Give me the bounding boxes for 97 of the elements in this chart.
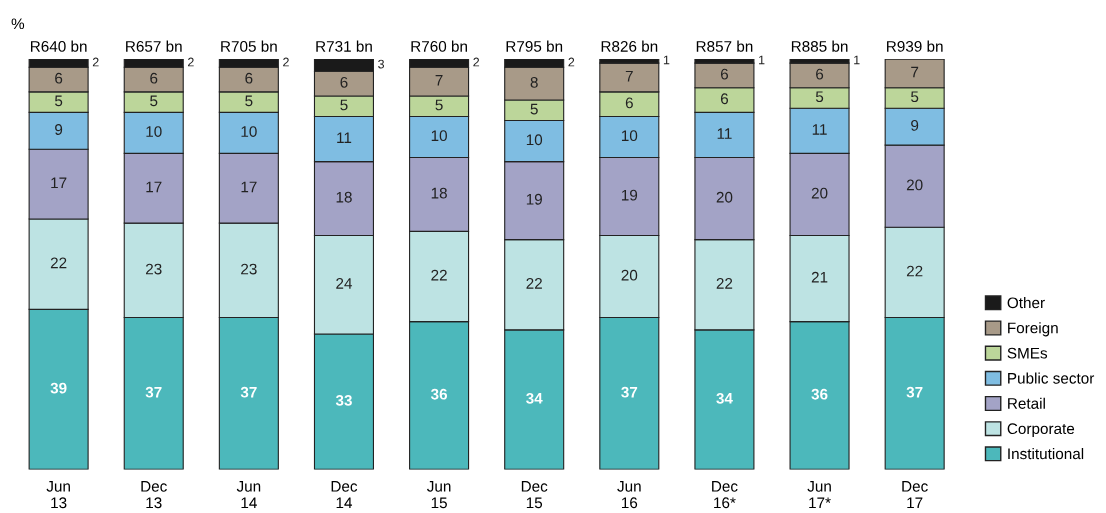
data-label: 36 [811, 388, 828, 400]
data-label: 23 [241, 263, 257, 275]
data-label: 10 [431, 130, 447, 142]
data-label: 18 [431, 187, 447, 199]
data-label: 20 [716, 191, 733, 203]
data-label: 22 [906, 265, 923, 277]
data-label: 11 [812, 124, 827, 135]
data-label: 17 [146, 181, 162, 193]
data-label: 18 [336, 191, 352, 203]
data-label: 10 [526, 134, 543, 146]
x-tick-label: Dec 15 [521, 481, 548, 509]
data-label: 5 [245, 95, 253, 107]
data-label: 5 [435, 99, 443, 111]
total-label: R857 bn [696, 40, 753, 52]
total-label: R795 bn [506, 40, 563, 52]
data-label: 10 [241, 126, 257, 137]
data-label: 23 [146, 263, 162, 275]
data-label: 19 [526, 193, 542, 205]
data-label: 5 [54, 95, 63, 107]
data-label: 19 [621, 189, 638, 201]
x-tick-label: Jun 16 [617, 481, 641, 509]
data-label: 6 [720, 68, 729, 80]
data-label: 34 [716, 392, 733, 404]
data-label: 6 [340, 76, 348, 88]
data-label: 34 [526, 392, 543, 404]
legend-label: Retail [1008, 397, 1045, 409]
data-label: 9 [911, 119, 919, 131]
total-label: R657 bn [126, 40, 182, 52]
data-label: 39 [50, 382, 67, 394]
total-label: R705 bn [221, 40, 277, 52]
data-label: 36 [430, 388, 448, 400]
legend-label: Other [1007, 296, 1045, 309]
data-label: 1 [854, 55, 860, 65]
legend-label: SMEs [1007, 347, 1048, 359]
data-label: 6 [150, 72, 158, 84]
data-label: 37 [240, 386, 257, 398]
total-label: R939 bn [887, 40, 943, 52]
data-label: 2 [473, 57, 480, 67]
data-label: 6 [720, 93, 729, 105]
data-label: 9 [55, 124, 63, 135]
x-tick-label: Jun 15 [427, 481, 451, 509]
data-label: 8 [530, 76, 538, 88]
data-label: 10 [621, 130, 638, 142]
data-label: 7 [911, 66, 919, 78]
data-label: 17 [241, 181, 257, 193]
legend-label: Foreign [1008, 322, 1058, 337]
total-label: R826 bn [601, 40, 658, 52]
total-label: R760 bn [411, 40, 467, 52]
data-label: 5 [815, 91, 824, 103]
data-label: 33 [335, 394, 352, 406]
data-label: 7 [625, 70, 633, 82]
data-label: 6 [625, 97, 633, 109]
data-label: 20 [621, 269, 638, 281]
data-label: 21 [811, 271, 828, 283]
data-label: 22 [431, 269, 447, 281]
legend-label: Corporate [1007, 423, 1075, 438]
data-label: 1 [759, 55, 765, 65]
legend-label: Institutional [1008, 448, 1084, 460]
x-tick-label: Dec 13 [141, 481, 167, 509]
data-label: 6 [245, 72, 253, 84]
x-tick-label: Jun 14 [236, 481, 261, 509]
data-label: 24 [336, 278, 353, 289]
total-label: R885 bn [791, 40, 848, 52]
data-label: 22 [526, 278, 542, 289]
legend-label: Public sector [1008, 372, 1095, 384]
data-label: 11 [717, 128, 732, 139]
data-label: 6 [55, 72, 63, 84]
data-label: 1 [663, 55, 670, 65]
data-label: 2 [92, 57, 99, 67]
data-label: 20 [811, 187, 828, 199]
data-label: 2 [188, 57, 194, 67]
data-label: 5 [150, 95, 158, 107]
data-label: 5 [340, 99, 348, 111]
data-label: 37 [145, 386, 162, 398]
data-label: 11 [337, 132, 352, 143]
total-label: R731 bn [316, 40, 372, 52]
x-tick-label: Dec 14 [331, 481, 358, 509]
data-label: 5 [911, 91, 919, 103]
data-label: 7 [435, 75, 443, 86]
y-axis-title: % [11, 18, 25, 30]
data-label: 22 [50, 257, 67, 269]
data-label: 20 [906, 179, 923, 191]
data-label: 5 [530, 103, 538, 115]
x-tick-label: Jun 17* [807, 481, 831, 509]
total-label: R640 bn [30, 40, 87, 52]
data-label: 6 [816, 68, 824, 80]
data-label: 37 [906, 386, 923, 398]
data-label: 2 [283, 57, 289, 67]
data-label: 3 [378, 59, 385, 69]
data-label: 10 [146, 126, 162, 137]
data-label: 37 [621, 386, 638, 398]
data-label: 22 [716, 278, 733, 289]
data-label: 2 [568, 57, 575, 67]
data-label: 17 [51, 177, 67, 189]
x-tick-label: Dec 16* [712, 481, 738, 509]
x-tick-label: Dec 17 [902, 481, 928, 509]
x-tick-label: Jun 13 [46, 481, 70, 509]
